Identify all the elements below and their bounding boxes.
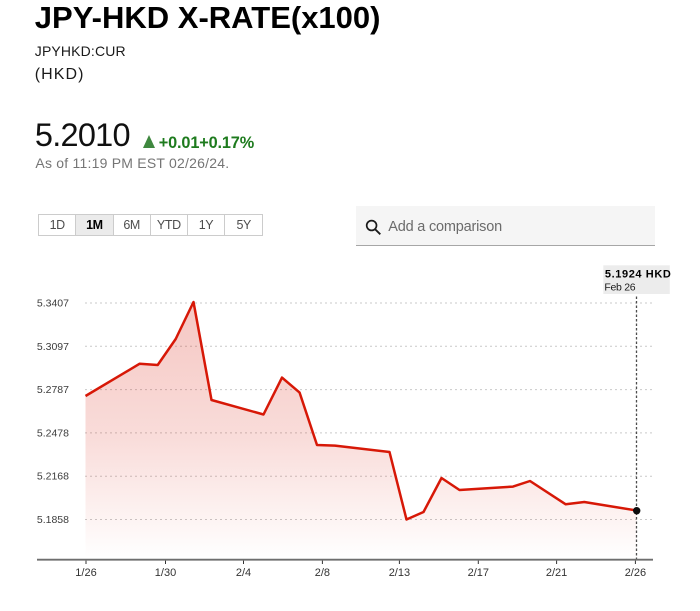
svg-text:2/26: 2/26 <box>625 567 646 579</box>
svg-text:2/17: 2/17 <box>468 567 489 579</box>
svg-text:5.1924 HKD: 5.1924 HKD <box>605 268 672 280</box>
svg-text:5.2478: 5.2478 <box>37 427 69 439</box>
svg-text:5.2168: 5.2168 <box>37 471 69 483</box>
svg-text:5.1858: 5.1858 <box>37 514 69 526</box>
svg-text:2/8: 2/8 <box>315 567 330 579</box>
svg-text:2/21: 2/21 <box>546 567 567 579</box>
svg-text:2/13: 2/13 <box>389 567 410 579</box>
svg-text:2/4: 2/4 <box>236 567 251 579</box>
svg-text:5.2787: 5.2787 <box>37 384 69 396</box>
svg-text:1/26: 1/26 <box>75 567 96 579</box>
svg-text:5.3407: 5.3407 <box>37 298 69 310</box>
svg-text:Feb 26: Feb 26 <box>604 282 635 294</box>
svg-text:5.3097: 5.3097 <box>37 341 69 353</box>
svg-text:1/30: 1/30 <box>155 567 176 579</box>
